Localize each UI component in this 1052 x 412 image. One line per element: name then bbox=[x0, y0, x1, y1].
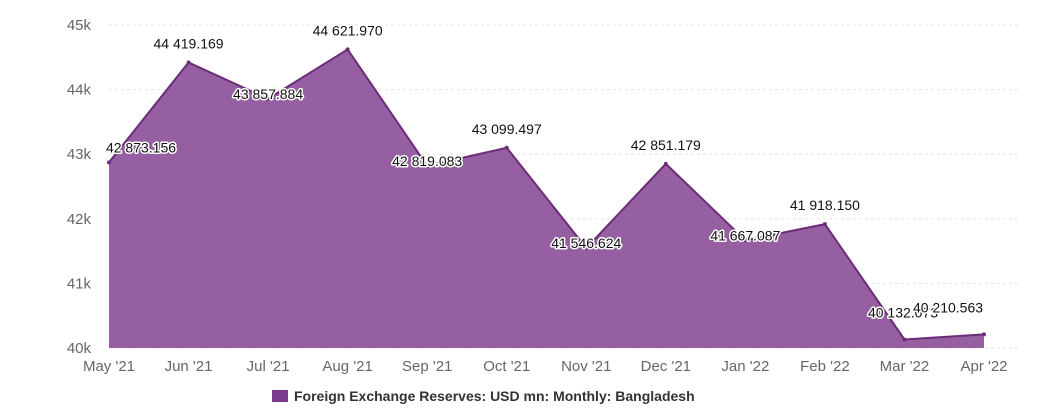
data-point bbox=[504, 145, 509, 150]
x-tick-label: Oct '21 bbox=[483, 358, 530, 375]
x-axis-ticks: May '21 Jun '21 Jul '21 Aug '21 Sep '21 Oct '… bbox=[83, 358, 1008, 375]
y-tick-label: 40k bbox=[67, 340, 92, 357]
legend-swatch bbox=[272, 390, 288, 402]
x-tick-label: Feb '22 bbox=[800, 358, 850, 375]
legend[interactable]: Foreign Exchange Reserves: USD mn: Month… bbox=[272, 388, 695, 404]
data-point bbox=[425, 163, 430, 168]
data-label: 42 851.179 bbox=[631, 137, 701, 153]
data-label: 40 210.563 bbox=[913, 299, 983, 315]
data-label: 42 819.083 bbox=[392, 153, 462, 169]
data-point bbox=[822, 222, 827, 227]
data-label: 43 099.497 bbox=[472, 121, 542, 137]
data-label: 43 857.884 bbox=[233, 86, 303, 102]
y-tick-label: 41k bbox=[67, 275, 92, 292]
x-tick-label: Jan '22 bbox=[721, 358, 769, 375]
y-tick-label: 44k bbox=[67, 82, 92, 99]
data-point bbox=[663, 161, 668, 166]
y-tick-label: 42k bbox=[67, 211, 92, 228]
x-tick-label: Mar '22 bbox=[880, 358, 930, 375]
data-point bbox=[584, 246, 589, 251]
data-label: 40 132.073 bbox=[868, 304, 938, 320]
x-tick-label: Apr '22 bbox=[960, 358, 1007, 375]
series-line bbox=[108, 48, 985, 341]
x-tick-label: Aug '21 bbox=[322, 358, 372, 375]
data-labels: 42 873.156 44 419.169 43 857.884 44 621.970… bbox=[104, 21, 984, 322]
y-tick-label: 45k bbox=[67, 17, 92, 34]
data-label: 42 873.156 bbox=[106, 139, 176, 155]
data-label: 41 918.150 bbox=[790, 197, 860, 213]
x-tick-label: Jul '21 bbox=[247, 358, 290, 375]
y-axis-ticks: 40k 41k 42k 43k 44k 45k bbox=[67, 17, 92, 357]
data-label: 44 419.169 bbox=[154, 36, 224, 52]
data-point bbox=[345, 47, 350, 52]
y-tick-label: 43k bbox=[67, 146, 92, 163]
x-tick-label: May '21 bbox=[83, 358, 135, 375]
legend-label[interactable]: Foreign Exchange Reserves: USD mn: Month… bbox=[294, 388, 695, 404]
data-point bbox=[902, 337, 907, 342]
data-point bbox=[982, 332, 986, 337]
data-point bbox=[743, 238, 748, 243]
x-tick-label: Sep '21 bbox=[402, 358, 452, 375]
data-label: 41 546.624 bbox=[551, 235, 621, 251]
data-point bbox=[107, 160, 111, 165]
x-tick-label: Jun '21 bbox=[165, 358, 213, 375]
data-label: 41 667.087 bbox=[710, 227, 780, 243]
data-point bbox=[266, 96, 271, 101]
series-area bbox=[107, 47, 986, 348]
x-tick-label: Nov '21 bbox=[561, 358, 611, 375]
data-label: 44 621.970 bbox=[313, 22, 383, 38]
x-tick-label: Dec '21 bbox=[641, 358, 691, 375]
data-point bbox=[186, 60, 191, 65]
